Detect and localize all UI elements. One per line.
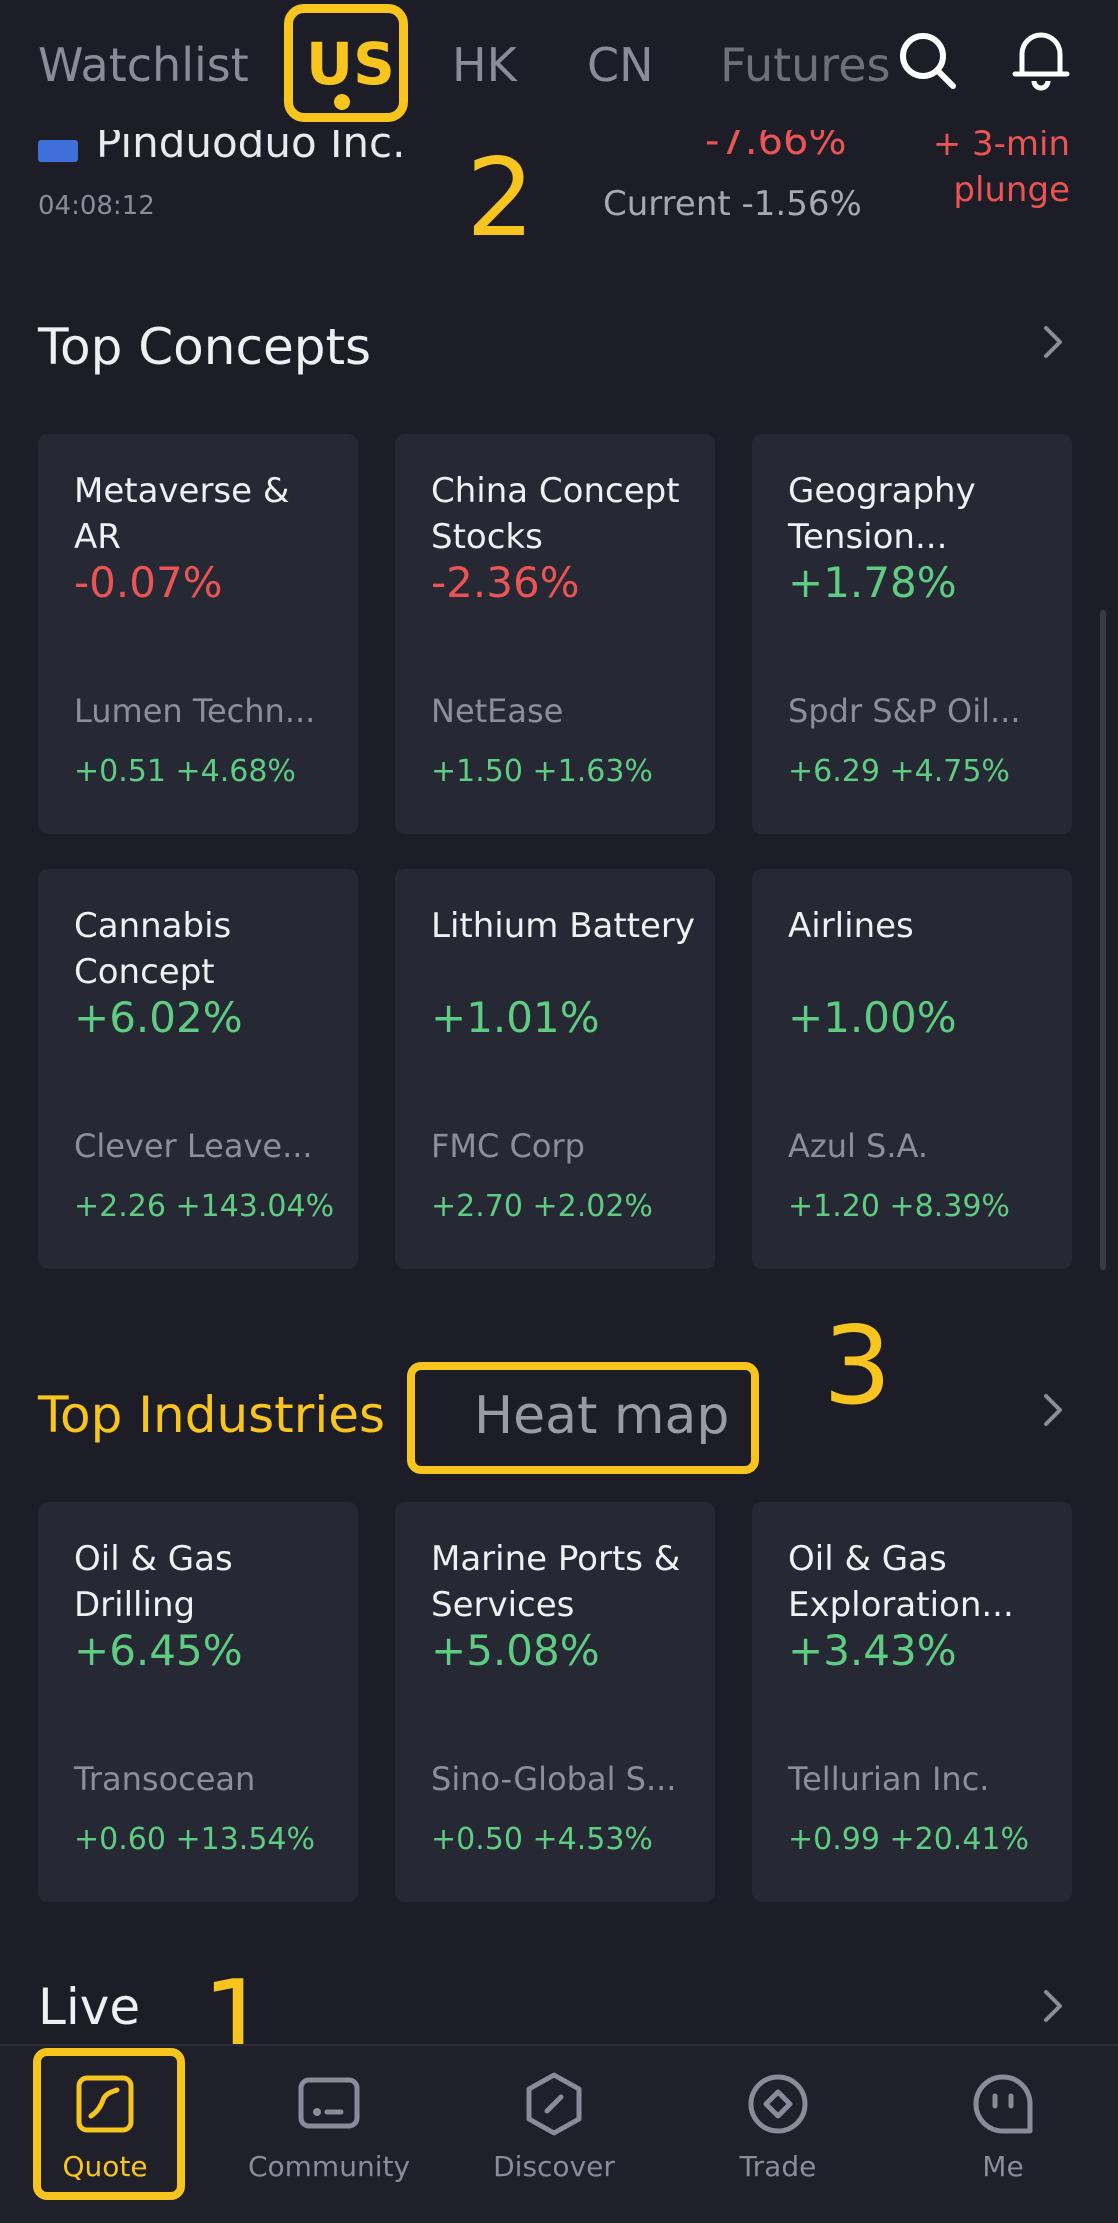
card-change: +3.43% [788,1626,957,1675]
card-leading-stock: Sino-Global S... [431,1760,677,1798]
card-change: -2.36% [431,558,580,607]
chevron-right-icon[interactable] [1040,322,1066,362]
me-icon [973,2074,1033,2134]
top-industries-title[interactable]: Top Industries [38,1386,386,1444]
stock-time: 04:08:12 [38,191,155,221]
scrollbar[interactable] [1100,610,1106,1270]
card-name: Oil & Gas Drilling [74,1539,233,1625]
bell-icon[interactable] [1010,26,1072,92]
card-name: Oil & Gas Exploration... [788,1539,1014,1625]
nav-me[interactable]: Me [903,2046,1103,2223]
heat-map-button[interactable]: Heat map [474,1386,730,1446]
card-leading-stock: Lumen Techn... [74,692,316,730]
card-leading-stock: NetEase [431,692,564,730]
card-leading-stock: Spdr S&P Oil... [788,692,1021,730]
nav-label: Me [982,2150,1024,2183]
card-name: Airlines [788,906,914,946]
chevron-right-icon[interactable] [1040,1390,1066,1430]
card-change: +5.08% [431,1626,600,1675]
nav-label: Trade [739,2150,817,2183]
card-name: Geography Tension... [788,471,976,557]
nav-label: Community [247,2150,411,2183]
stock-alert-line2: plunge [953,170,1070,210]
card-stock-move: +2.26 +143.04% [74,1189,335,1224]
card-stock-move: +0.50 +4.53% [431,1822,653,1857]
nav-community[interactable]: Community [229,2046,429,2223]
card-stock-move: +2.70 +2.02% [431,1189,653,1224]
annotation-3: 3 [823,1304,892,1429]
us-flag-icon [38,140,78,162]
tab-us-highlight [284,4,408,122]
tab-futures[interactable]: Futures [720,38,891,92]
annotation-2: 2 [466,136,535,261]
card-change: -0.07% [74,558,223,607]
card-leading-stock: Azul S.A. [788,1127,929,1165]
card-change: +1.00% [788,993,957,1042]
nav-label: Discover [493,2150,615,2183]
discover-icon [526,2072,582,2136]
tab-us[interactable]: US [306,30,395,98]
trade-icon [748,2074,808,2134]
card-change: +6.02% [74,993,243,1042]
top-concepts-title[interactable]: Top Concepts [38,318,372,376]
concept-card[interactable]: Cannabis Concept +6.02% Clever Leave... … [38,869,358,1269]
nav-label: Quote [62,2150,148,2183]
concept-card[interactable]: Metaverse & AR -0.07% Lumen Techn... +0.… [38,434,358,834]
card-stock-move: +1.50 +1.63% [431,754,653,789]
tab-watchlist[interactable]: Watchlist [38,38,249,92]
card-stock-move: +0.60 +13.54% [74,1822,315,1857]
chevron-right-icon[interactable] [1040,1986,1066,2026]
industry-card[interactable]: Oil & Gas Drilling +6.45% Transocean +0.… [38,1502,358,1902]
card-name: Cannabis Concept [74,906,232,992]
stock-alert-line1: + 3-min [932,124,1070,164]
concept-card[interactable]: Airlines +1.00% Azul S.A. +1.20 +8.39% [752,869,1072,1269]
card-name: Marine Ports & Services [431,1539,681,1625]
concept-card[interactable]: China Concept Stocks -2.36% NetEase +1.5… [395,434,715,834]
community-icon [298,2077,360,2129]
tab-cn[interactable]: CN [587,38,654,92]
card-name: Metaverse & AR [74,471,290,557]
industry-card[interactable]: Marine Ports & Services +5.08% Sino-Glob… [395,1502,715,1902]
card-change: +1.78% [788,558,957,607]
card-stock-move: +6.29 +4.75% [788,754,1010,789]
card-leading-stock: Clever Leave... [74,1127,313,1165]
stock-current: Current -1.56% [603,184,862,224]
nav-discover[interactable]: Discover [454,2046,654,2223]
active-tab-dot [334,94,350,110]
search-icon[interactable] [895,28,959,92]
tab-hk[interactable]: HK [452,38,517,92]
card-name: Lithium Battery [431,906,696,946]
card-name: China Concept Stocks [431,471,680,557]
live-title[interactable]: Live [38,1978,141,2036]
industry-card[interactable]: Oil & Gas Exploration... +3.43% Telluria… [752,1502,1072,1902]
card-stock-move: +0.51 +4.68% [74,754,296,789]
top-nav: Watchlist US HK CN Futures [0,0,1118,130]
card-change: +6.45% [74,1626,243,1675]
nav-quote[interactable]: Quote [5,2046,205,2223]
concept-card[interactable]: Geography Tension... +1.78% Spdr S&P Oil… [752,434,1072,834]
card-leading-stock: Transocean [74,1760,256,1798]
card-leading-stock: Tellurian Inc. [788,1760,990,1798]
heat-map-highlight [407,1362,759,1474]
card-stock-move: +1.20 +8.39% [788,1189,1010,1224]
nav-trade[interactable]: Trade [678,2046,878,2223]
quote-highlight [33,2048,185,2200]
card-change: +1.01% [431,993,600,1042]
quote-icon [76,2075,134,2133]
concept-card[interactable]: Lithium Battery +1.01% FMC Corp +2.70 +2… [395,869,715,1269]
bottom-nav: Quote Community Discover Trade Me [0,2044,1118,2223]
card-leading-stock: FMC Corp [431,1127,585,1165]
card-stock-move: +0.99 +20.41% [788,1822,1029,1857]
